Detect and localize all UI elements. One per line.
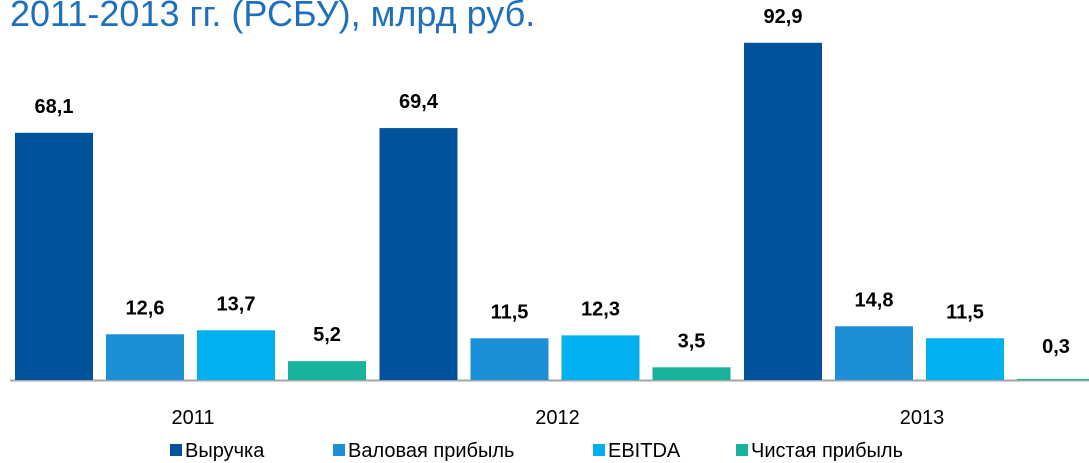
legend-label: Чистая прибыль: [751, 440, 903, 462]
bar: [106, 334, 184, 380]
data-label: 12,3: [581, 298, 620, 320]
data-label: 5,2: [313, 324, 341, 346]
bar: [1017, 378, 1089, 380]
chart-title: 2011-2013 гг. (РСБУ), млрд руб.: [10, 0, 535, 34]
data-label: 68,1: [35, 96, 74, 118]
data-label: 0,3: [1042, 336, 1070, 358]
data-label: 11,5: [946, 301, 984, 323]
bar: [288, 361, 366, 380]
bar: [379, 128, 458, 380]
data-label: 14,8: [855, 289, 894, 311]
bar: [470, 338, 549, 380]
legend-swatch: [593, 444, 605, 456]
legend-label: EBITDA: [608, 440, 681, 462]
bar: [835, 326, 913, 380]
bar: [652, 367, 731, 380]
legend-swatch: [170, 444, 182, 456]
data-label: 11,5: [491, 301, 529, 323]
data-label: 92,9: [764, 6, 803, 28]
x-tick-label: 2013: [900, 407, 945, 429]
data-label: 3,5: [678, 330, 706, 352]
bar: [561, 335, 640, 380]
legend-swatch: [736, 444, 748, 456]
bar: [15, 132, 93, 380]
x-tick-label: 2011: [171, 407, 214, 429]
bar: [744, 42, 822, 380]
legend-label: Валовая прибыль: [348, 440, 514, 462]
x-tick-label: 2012: [535, 407, 580, 429]
legend-swatch: [333, 444, 345, 456]
legend-label: Выручка: [185, 440, 265, 462]
bar: [926, 338, 1004, 380]
data-label: 69,4: [399, 91, 439, 113]
bar: [197, 330, 275, 380]
data-label: 13,7: [217, 293, 256, 315]
data-label: 12,6: [126, 297, 165, 319]
